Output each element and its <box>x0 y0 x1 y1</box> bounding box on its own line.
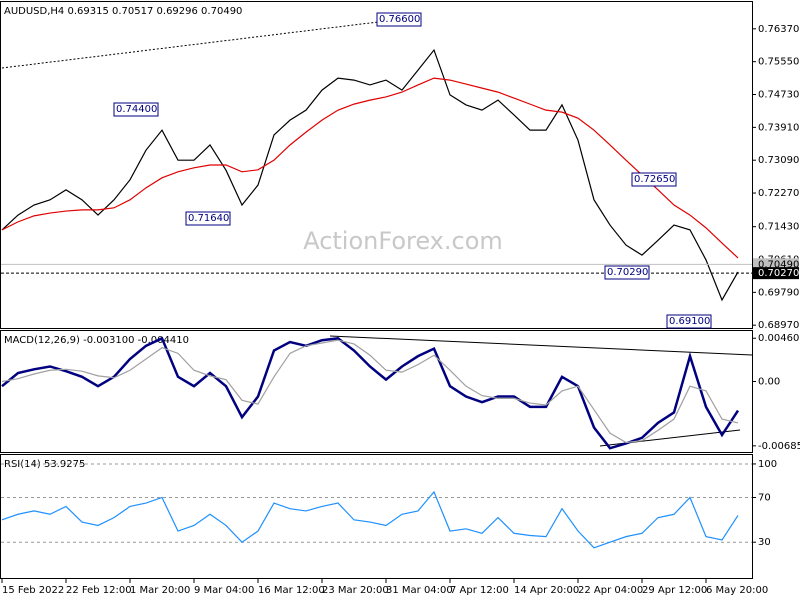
h-line-label-box <box>753 267 799 280</box>
x-tick-label: 1 Mar 20:00 <box>130 585 190 596</box>
trend-line <box>329 335 753 356</box>
watermark: ActionForex.com <box>303 227 503 255</box>
y-tick-label: 0.004608 <box>758 333 800 344</box>
annotation: 0.72650 <box>634 174 675 185</box>
x-tick-label: 23 Mar 20:00 <box>322 585 389 596</box>
x-tick-label: 14 Apr 20:00 <box>514 585 579 596</box>
rsi-panel <box>0 454 753 579</box>
rsi-title: RSI(14) 53.9275 <box>4 459 85 470</box>
series-line <box>1 490 739 549</box>
annotation-box <box>604 265 650 280</box>
macd-panel <box>0 330 753 453</box>
x-tick-label: 22 Apr 04:00 <box>578 585 643 596</box>
y-tick-label: 0.75550 <box>758 57 799 68</box>
annotation-box <box>113 102 159 117</box>
h-line-label: 0.70270 <box>758 268 799 279</box>
annotation: 0.74400 <box>116 104 157 115</box>
y-tick-label: 0.72270 <box>758 188 799 199</box>
x-tick-label: 7 Apr 12:00 <box>450 585 509 596</box>
series-line <box>1 48 739 302</box>
price-title: AUDUSD,H4 0.69315 0.70517 0.69296 0.7049… <box>4 6 242 17</box>
annotation: 0.71640 <box>188 213 229 224</box>
annotation: 0.69100 <box>669 316 710 327</box>
x-tick-label: 31 Mar 04:00 <box>386 585 453 596</box>
series-line <box>1 336 740 450</box>
series-line <box>1 77 739 259</box>
y-tick-label: 0.68970 <box>758 320 799 331</box>
y-tick-label: 30 <box>758 537 771 548</box>
y-tick-label: 0.73090 <box>758 155 799 166</box>
trend-line <box>1 21 379 69</box>
x-tick-label: 6 May 20:00 <box>706 585 768 596</box>
annotation-box <box>631 172 677 187</box>
x-tick-label: 16 Mar 12:00 <box>258 585 325 596</box>
annotation: 0.70290 <box>607 267 648 278</box>
annotation-box <box>185 211 231 226</box>
x-tick-label: 22 Feb 12:00 <box>66 585 132 596</box>
y-tick-label: 0.73910 <box>758 122 799 133</box>
y-tick-label: 0.69790 <box>758 287 799 298</box>
annotation-box <box>376 12 422 27</box>
y-tick-label: 0.74730 <box>758 90 799 101</box>
y-tick-label: 0.00 <box>758 377 780 388</box>
y-tick-label: 100 <box>758 459 777 470</box>
y-tick-label: 0.76370 <box>758 24 799 35</box>
price-panel <box>0 1 753 329</box>
y-tick-label: -0.006853 <box>758 441 800 452</box>
x-tick-label: 29 Apr 12:00 <box>642 585 707 596</box>
annotation: 0.76600 <box>379 14 420 25</box>
y-tick-label: 70 <box>758 492 771 503</box>
bid-label: 0.70490 <box>758 259 799 270</box>
x-tick-label: 9 Mar 04:00 <box>194 585 254 596</box>
series-line <box>1 339 739 444</box>
macd-title: MACD(12,26,9) -0.003100 -0.004410 <box>4 335 189 346</box>
y-tick-label: 0.71430 <box>758 222 799 233</box>
x-tick-label: 15 Feb 2022 <box>2 585 64 596</box>
annotation-box <box>666 314 712 329</box>
